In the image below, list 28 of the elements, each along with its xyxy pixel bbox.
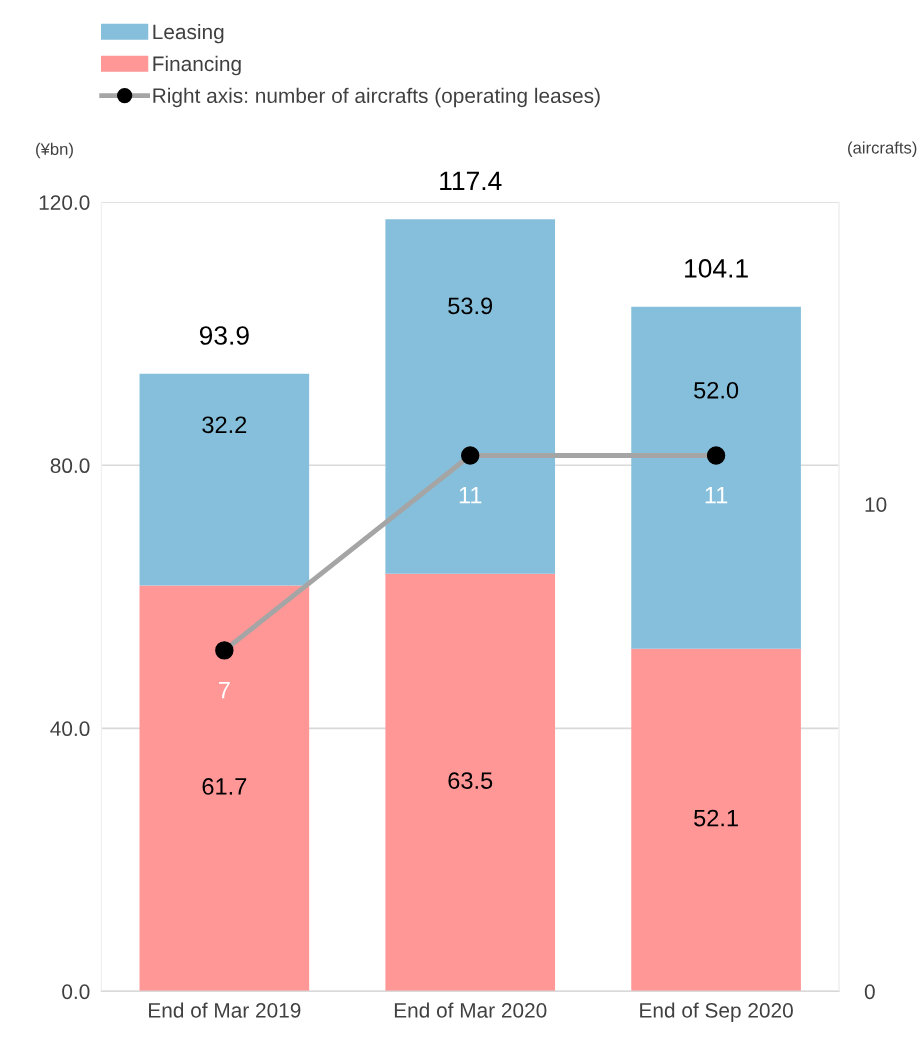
y2-tick-label: 10 (865, 497, 887, 512)
data-label: 52.1 (694, 809, 738, 827)
data-label: 61.7 (202, 778, 247, 795)
bar (139, 585, 310, 992)
data-label: 63.5 (448, 772, 493, 789)
legend-label: Right axis: number of aircrafts (operating leases) (153, 87, 600, 108)
y-axis-title: (¥bn) (36, 142, 73, 159)
bar (631, 648, 801, 992)
data-label: 53.9 (448, 297, 493, 315)
data-label: 52.0 (694, 381, 739, 399)
x-tick-label: End of Mar 2020 (394, 1002, 547, 1018)
data-label: 11 (705, 487, 728, 504)
y-tick-label: 80.0 (50, 458, 90, 474)
total-label: 104.1 (685, 259, 748, 278)
legend-label: Financing (153, 55, 241, 76)
y2-tick-label: 0 (864, 984, 875, 1000)
total-label: 117.4 (440, 171, 502, 191)
data-label: 11 (459, 487, 482, 504)
x-tick-label: End of Sep 2020 (640, 1002, 793, 1022)
y-tick-label: 120.0 (39, 195, 90, 210)
y2-axis-title: (aircrafts) (848, 141, 917, 157)
data-label: 7 (219, 681, 230, 699)
x-tick-label: End of Mar 2019 (149, 1002, 301, 1018)
data-label: 32.2 (202, 416, 247, 434)
y-tick-label: 40.0 (50, 721, 90, 737)
total-label: 93.9 (199, 326, 249, 345)
legend-label: Leasing (153, 23, 224, 44)
y-tick-label: 0.0 (62, 984, 90, 1000)
